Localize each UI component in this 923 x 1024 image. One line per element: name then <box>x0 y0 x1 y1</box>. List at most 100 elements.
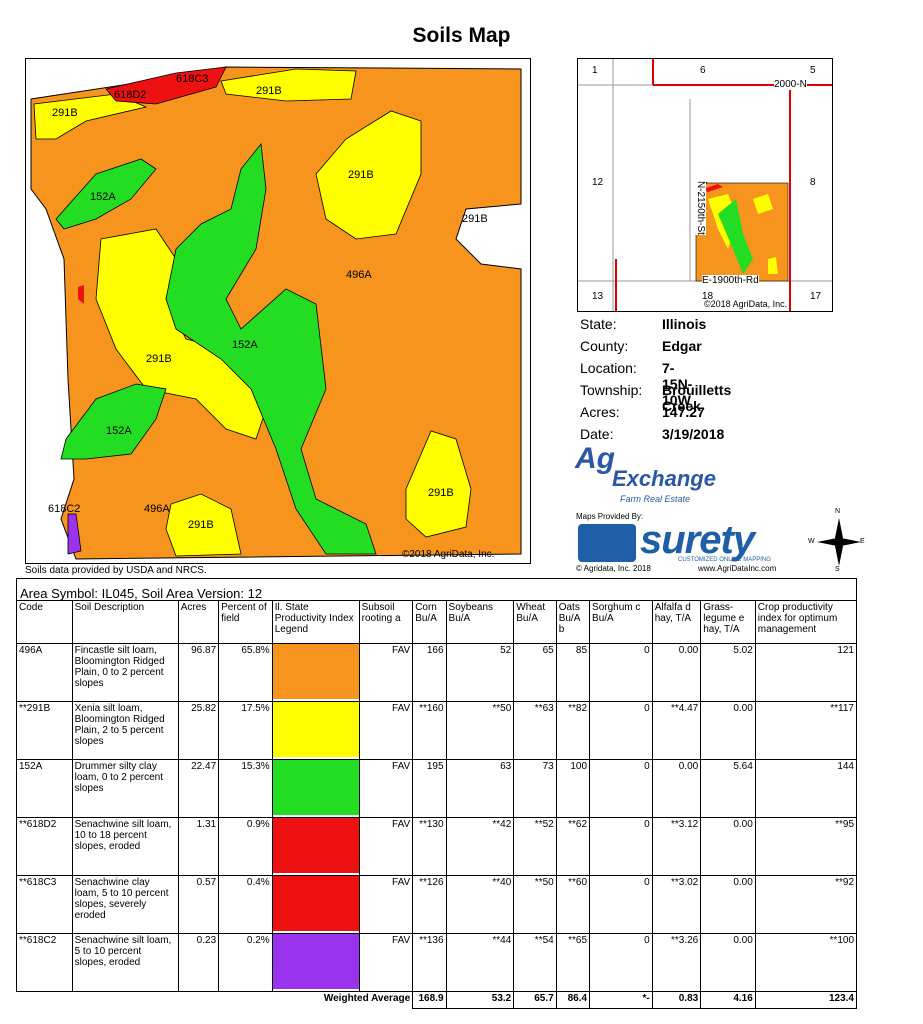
cell-corn: **130 <box>412 817 447 876</box>
info-value: 147.27 <box>662 404 705 420</box>
agridata-url: www.AgriDataInc.com <box>698 564 777 573</box>
cell-oats: **82 <box>555 701 591 760</box>
map-label: 291B <box>188 519 214 531</box>
soils-map: 618D2 618C3 291B 291B 291B 152A 291B 496… <box>25 58 531 564</box>
weighted-corn: 168.9 <box>412 991 447 1009</box>
cell-corn: **160 <box>412 701 447 760</box>
cell-wheat: **50 <box>513 875 557 934</box>
cell-code: **618D2 <box>16 817 73 876</box>
page-title: Soils Map <box>412 24 511 47</box>
cell-pct: 15.3% <box>218 759 273 818</box>
cell-cpi: 144 <box>754 759 858 818</box>
legend-swatch <box>271 933 360 992</box>
header-cell: Soybeans Bu/A <box>445 600 515 644</box>
cell-acres: 1.31 <box>177 817 220 876</box>
weighted-cpi: 123.4 <box>754 991 858 1009</box>
cell-cpi: **117 <box>754 701 858 760</box>
weighted-oats: 86.4 <box>555 991 591 1009</box>
map-label: 291B <box>52 107 78 119</box>
map-label: 291B <box>146 353 172 365</box>
legend-swatch <box>271 759 360 818</box>
section-number: 5 <box>810 65 816 76</box>
cell-corn: 166 <box>412 643 447 702</box>
map-label: 152A <box>232 339 258 351</box>
cell-subsoil: FAV <box>358 643 414 702</box>
cell-oats: **62 <box>555 817 591 876</box>
cell-cpi: **100 <box>754 933 858 992</box>
cell-pct: 0.9% <box>218 817 273 876</box>
cell-sorghum: 0 <box>589 759 653 818</box>
cell-acres: 22.47 <box>177 759 220 818</box>
compass-icon: N E S W <box>808 508 866 573</box>
cell-pct: 0.4% <box>218 875 273 934</box>
info-key: Township: <box>580 382 643 398</box>
cell-code: 152A <box>16 759 73 818</box>
map-label: 291B <box>348 169 374 181</box>
cell-pct: 17.5% <box>218 701 273 760</box>
cell-code: **291B <box>16 701 73 760</box>
info-key: Acres: <box>580 404 620 420</box>
header-cell: Code <box>16 600 73 644</box>
cell-soy: 52 <box>445 643 515 702</box>
table-row: **618C2 Senachwine silt loam, 5 to 10 per… <box>16 933 858 992</box>
section-number: 13 <box>592 291 604 302</box>
cell-alfalfa: 0.00 <box>651 759 702 818</box>
cell-wheat: 73 <box>513 759 557 818</box>
header-cell: Grass-legume e hay, T/A <box>700 600 756 644</box>
maps-provided-by: Maps Provided By: <box>576 512 644 521</box>
cell-subsoil: FAV <box>358 759 414 818</box>
compass-n: N <box>835 508 841 515</box>
weighted-soy: 53.2 <box>445 991 515 1009</box>
header-cell: Subsoil rooting a <box>358 600 414 644</box>
weighted-sorghum: *- <box>589 991 653 1009</box>
cell-sorghum: 0 <box>589 933 653 992</box>
location-map: 1 6 5 12 7 8 13 18 17 2000-N N-2150th-St… <box>577 58 833 312</box>
cell-sorghum: 0 <box>589 643 653 702</box>
info-key: Date: <box>580 426 614 442</box>
cell-corn: **136 <box>412 933 447 992</box>
road-label: E-1900th-Rd <box>702 275 759 286</box>
section-number: 12 <box>592 177 604 188</box>
compass-w: W <box>808 538 815 545</box>
section-number: 18 <box>702 291 714 302</box>
cell-wheat: **63 <box>513 701 557 760</box>
map-label: 618D2 <box>114 89 147 101</box>
cell-sorghum: 0 <box>589 817 653 876</box>
weighted-grass: 4.16 <box>700 991 756 1009</box>
road-label: 2000-N <box>774 79 807 90</box>
section-number: 8 <box>810 177 816 188</box>
map-label: 618C3 <box>176 73 209 85</box>
legend-swatch <box>271 643 360 702</box>
legend-swatch <box>271 875 360 934</box>
cell-soy: **40 <box>445 875 515 934</box>
cell-wheat: 65 <box>513 643 557 702</box>
cell-cpi: **95 <box>754 817 858 876</box>
header-cell: Percent of field <box>218 600 273 644</box>
cell-soy: **50 <box>445 701 515 760</box>
cell-subsoil: FAV <box>358 701 414 760</box>
legend-swatch <box>271 817 360 876</box>
header-cell: Oats Bu/A b <box>555 600 591 644</box>
cell-oats: 85 <box>555 643 591 702</box>
header-cell: Wheat Bu/A <box>513 600 557 644</box>
table-row: 496A Fincastle silt loam, Bloomington Rid… <box>16 643 858 702</box>
cell-desc: Fincastle silt loam, Bloomington Ridged … <box>71 643 179 702</box>
cell-code: **618C3 <box>16 875 73 934</box>
cell-acres: 0.23 <box>177 933 220 992</box>
table-header-row: Code Soil Description Acres Percent of f… <box>16 600 858 644</box>
map-label: 152A <box>106 425 132 437</box>
agexchange-logo-text: Exchange <box>612 466 716 491</box>
area-symbol-header: Area Symbol: IL045, Soil Area Version: 1… <box>16 578 857 601</box>
cell-code: **618C2 <box>16 933 73 992</box>
cell-desc: Xenia silt loam, Bloomington Ridged Plai… <box>71 701 179 760</box>
cell-alfalfa: **4.47 <box>651 701 702 760</box>
cell-wheat: **52 <box>513 817 557 876</box>
agexchange-logo: Ag <box>575 442 615 475</box>
cell-grass: 5.64 <box>700 759 756 818</box>
header-cell: Sorghum c Bu/A <box>589 600 653 644</box>
header-cell: Soil Description <box>71 600 179 644</box>
cell-corn: **126 <box>412 875 447 934</box>
cell-acres: 0.57 <box>177 875 220 934</box>
table-row: **618D2 Senachwine silt loam, 10 to 18 pe… <box>16 817 858 876</box>
cell-pct: 0.2% <box>218 933 273 992</box>
